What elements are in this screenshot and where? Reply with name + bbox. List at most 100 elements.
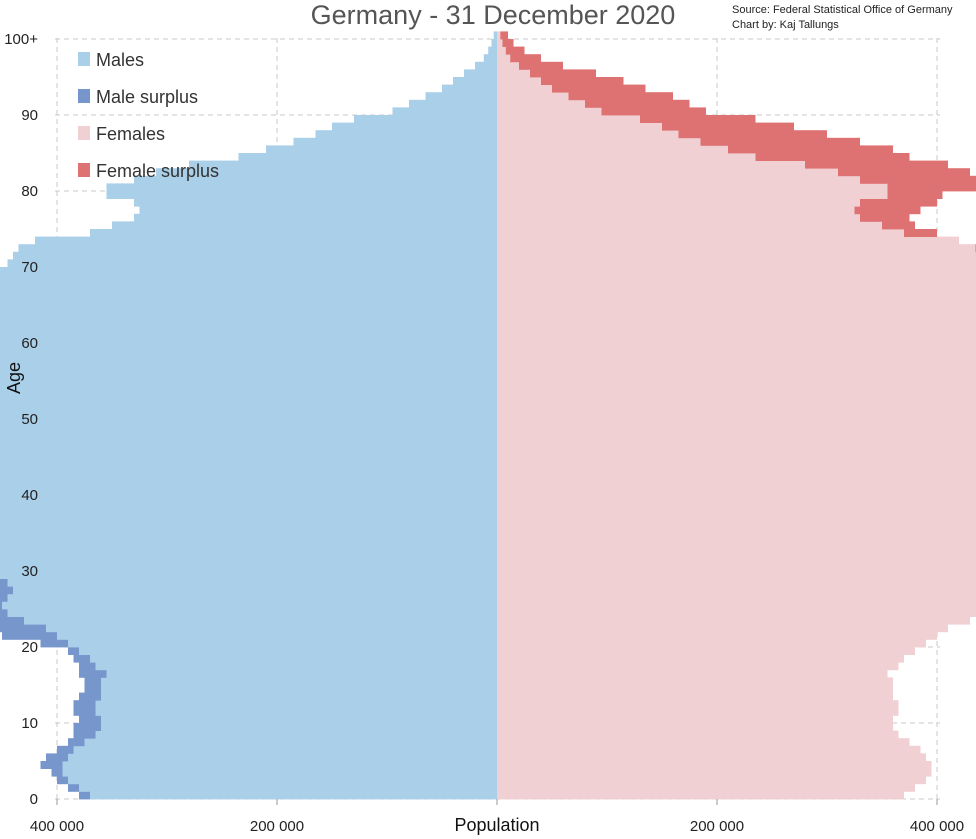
female-bar [497, 191, 888, 199]
female-bar [497, 738, 910, 747]
male-bar [156, 168, 497, 177]
male-bar [1, 601, 497, 610]
male-bar [73, 745, 497, 754]
female-bar [497, 396, 976, 405]
male-bar [315, 130, 497, 139]
male-bar [0, 381, 497, 389]
female-bar [497, 213, 860, 222]
female-bar [497, 320, 976, 329]
female-bar [497, 457, 976, 465]
female-surplus-bar [805, 160, 948, 169]
female-bar [497, 707, 899, 716]
female-surplus-bar [904, 229, 937, 237]
female-bar [497, 768, 932, 777]
female-surplus-bar [887, 183, 976, 192]
y-tick-label: 60 [21, 335, 38, 352]
x-tick-label: 200 000 [250, 818, 304, 835]
male-bar [46, 624, 497, 633]
male-bar [488, 46, 497, 55]
female-surplus-bar [838, 168, 970, 177]
female-bar [497, 282, 976, 291]
male-surplus-bar [0, 601, 2, 610]
y-tick-label: 100+ [4, 31, 38, 48]
x-axis-label: Population [454, 815, 539, 835]
y-axis-label: Age [4, 362, 24, 394]
female-bar [497, 730, 899, 739]
female-bar [497, 327, 976, 336]
female-surplus-bar [662, 122, 794, 131]
male-bar [134, 213, 497, 222]
male-bar [392, 107, 497, 116]
female-bar [497, 305, 976, 313]
male-bar [35, 236, 497, 245]
female-bar [497, 99, 585, 108]
female-bar [497, 601, 976, 610]
male-bar [84, 738, 497, 747]
male-bar [7, 609, 497, 617]
male-bar [332, 122, 497, 131]
female-surplus-bar [678, 130, 827, 139]
male-bar [491, 39, 497, 47]
male-bar [0, 305, 497, 313]
male-bar [293, 137, 497, 146]
female-bar [497, 46, 506, 55]
female-bar [497, 350, 976, 359]
male-bar [0, 396, 497, 405]
male-bar [409, 99, 497, 108]
male-bar [0, 403, 497, 412]
male-bar [0, 495, 497, 503]
male-bar [0, 457, 497, 465]
male-surplus-bar [73, 730, 96, 739]
male-bar [101, 692, 497, 701]
male-bar [13, 586, 497, 595]
female-bar [497, 654, 904, 663]
x-tick-label: 400 000 [910, 818, 964, 835]
male-bar [266, 145, 497, 154]
male-bar [95, 730, 497, 739]
female-bar [497, 130, 679, 139]
female-bar [497, 373, 976, 382]
male-bar [62, 761, 497, 769]
male-bar [7, 578, 497, 587]
male-bar [7, 593, 497, 602]
female-surplus-bar [585, 99, 690, 108]
male-bar [0, 533, 497, 541]
male-bar [0, 540, 497, 549]
legend-label-male-surplus: Male surplus [96, 87, 198, 107]
male-bar [0, 487, 497, 496]
female-bar [497, 160, 805, 169]
male-bar [0, 517, 497, 526]
legend-swatch-females [78, 126, 90, 140]
male-surplus-bar [51, 768, 63, 777]
female-bar [497, 312, 976, 321]
female-bar [497, 267, 976, 275]
female-bar [497, 175, 860, 184]
male-bar [134, 175, 497, 184]
male-bar [0, 426, 497, 435]
male-surplus-bar [79, 715, 101, 724]
male-surplus-bar [46, 753, 68, 762]
female-bar [497, 677, 893, 686]
female-surplus-bar [887, 191, 943, 199]
female-bar [497, 259, 976, 268]
female-bar [497, 31, 501, 40]
female-bar [497, 616, 970, 625]
female-surplus-bar [502, 39, 514, 47]
male-bar [101, 715, 497, 724]
male-surplus-bar [73, 723, 101, 731]
male-bar [0, 411, 497, 420]
male-bar [0, 388, 497, 397]
male-bar [0, 335, 497, 344]
male-bar [57, 631, 497, 640]
male-bar [139, 206, 497, 215]
chart-credit: Chart by: Kaj Tallungs [732, 19, 839, 31]
female-bar [497, 39, 503, 47]
female-surplus-bar [510, 54, 541, 63]
female-bar [497, 388, 976, 397]
female-bar [497, 631, 937, 640]
male-bar [95, 707, 497, 716]
female-bar [497, 145, 728, 154]
male-bar [442, 84, 497, 93]
female-bar [497, 791, 904, 800]
